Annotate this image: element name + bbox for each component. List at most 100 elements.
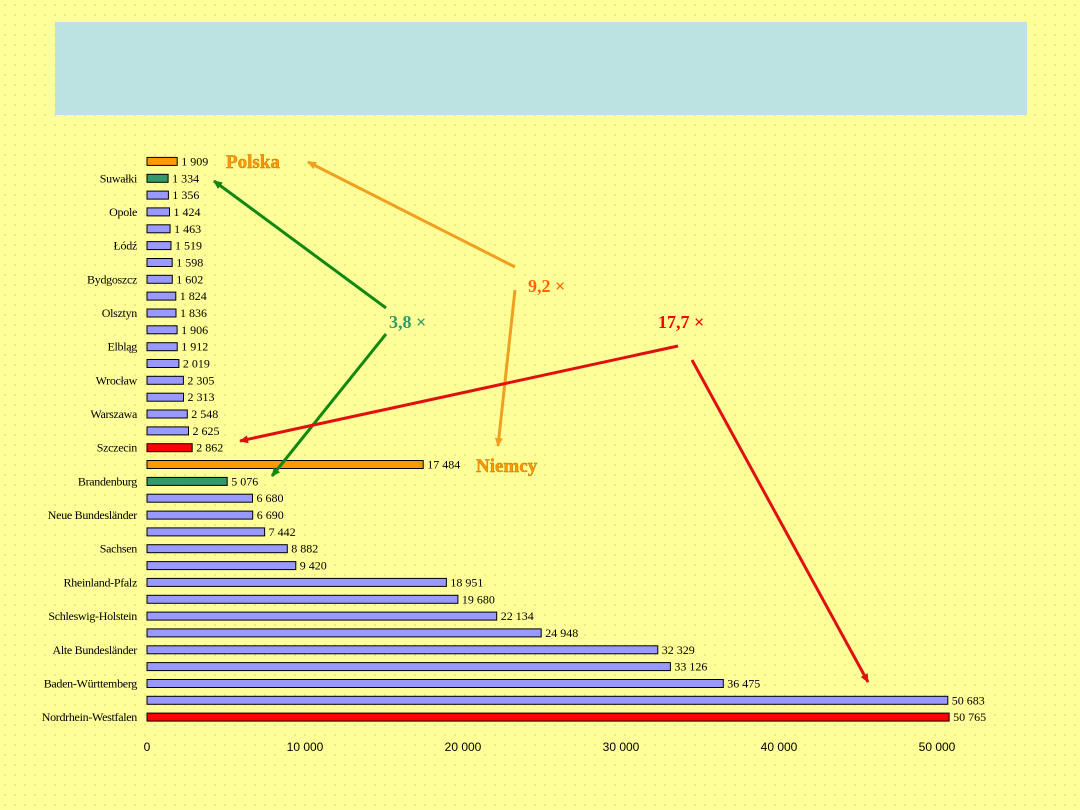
bar-value-label: 22 134 [501, 609, 534, 623]
category-label: Alte Bundesländer [52, 643, 137, 657]
bar [146, 712, 950, 722]
bar-value-label: 6 680 [257, 491, 284, 505]
annotation-ratio-green: 3,8 × [389, 312, 426, 332]
bar [146, 342, 178, 352]
category-label: Warszawa [90, 407, 138, 421]
bar [146, 510, 254, 520]
arrow-orange-polska [307, 160, 516, 269]
category-label: Opole [109, 205, 137, 219]
category-label: Nordrhein-Westfalen [42, 710, 138, 724]
bar-value-label: 1 356 [172, 188, 199, 202]
bar [146, 409, 188, 419]
bar [146, 325, 178, 335]
bar-value-label: 24 948 [545, 626, 578, 640]
category-label: Rheinland-Pfalz [64, 575, 137, 589]
bar-value-label: 1 424 [174, 205, 201, 219]
bar-value-label: 1 463 [174, 222, 201, 236]
bar-value-label: 33 126 [674, 660, 707, 674]
bar-value-label: 6 690 [257, 508, 284, 522]
bar-value-label: 1 836 [180, 306, 207, 320]
bar [146, 695, 949, 705]
bar-value-label: 1 909 [181, 154, 208, 168]
bar-value-label: 2 305 [187, 373, 214, 387]
bar [146, 392, 184, 402]
bar-value-label: 5 076 [231, 474, 258, 488]
bar [146, 611, 498, 621]
bar [146, 679, 724, 688]
bar-value-label: 1 598 [176, 256, 203, 270]
bar [146, 375, 184, 385]
annotation-ratio-red: 17,7 × [658, 312, 704, 332]
category-label: Sachsen [100, 542, 138, 556]
bar-value-label: 9 420 [300, 559, 327, 573]
bar-value-label: 2 548 [191, 407, 218, 421]
arrow-green-suwalki [213, 179, 387, 310]
annotation-polska: Polska [226, 152, 280, 173]
bar [146, 628, 542, 638]
bar-value-label: 50 683 [952, 693, 985, 707]
bar [146, 258, 173, 267]
bar [146, 577, 447, 587]
bar-value-label: 1 519 [175, 239, 202, 253]
bar-value-label: 1 334 [172, 171, 199, 185]
bar [146, 207, 170, 217]
bar [146, 190, 169, 200]
bar-value-label: 19 680 [462, 592, 495, 606]
category-label: Elbląg [107, 340, 137, 354]
category-label: Wrocław [96, 373, 138, 387]
bar [146, 527, 266, 537]
bar-value-label: 36 475 [727, 677, 760, 691]
category-label: Bydgoszcz [87, 272, 137, 286]
bar-value-label: 1 912 [181, 340, 208, 354]
arrow-green-brandenburg [270, 333, 388, 477]
category-label: Suwałki [100, 171, 138, 185]
category-label: Schleswig-Holstein [48, 609, 137, 623]
bar [146, 426, 189, 436]
bar-value-label: 7 442 [269, 525, 296, 539]
arrow-red-nrw [690, 359, 870, 683]
bar-value-label: 2 313 [188, 390, 215, 404]
arrow-red-szczecin [239, 344, 679, 444]
bar [146, 594, 459, 604]
bar [146, 308, 177, 318]
bar [146, 156, 178, 166]
category-label: Neue Bundesländer [48, 508, 138, 522]
bar [146, 443, 193, 453]
x-tick-label: 40 000 [761, 740, 798, 754]
category-label: Olsztyn [102, 306, 138, 320]
bar-value-label: 18 951 [450, 575, 483, 589]
category-label: Łódź [114, 239, 137, 253]
bar-value-label: 2 019 [183, 357, 210, 371]
bar-value-label: 50 765 [953, 710, 986, 724]
category-label: Baden-Württemberg [44, 677, 138, 691]
bar-value-label: 1 602 [176, 272, 203, 286]
x-tick-label: 30 000 [603, 740, 640, 754]
x-tick-label: 10 000 [287, 740, 324, 754]
bar-value-label: 17 484 [427, 458, 460, 472]
bar [146, 493, 253, 503]
bar [146, 241, 172, 251]
bar-value-label: 2 862 [196, 441, 223, 455]
bar [146, 359, 180, 368]
bar-value-label: 2 625 [193, 424, 220, 438]
bar [146, 544, 288, 554]
bar [146, 173, 169, 183]
annotation-niemcy: Niemcy [476, 456, 538, 477]
arrow-orange-niemcy [494, 289, 517, 447]
bar [146, 645, 659, 655]
bar [146, 561, 297, 571]
x-tick-label: 50 000 [919, 740, 956, 754]
x-tick-label: 20 000 [445, 740, 482, 754]
bar-value-label: 1 906 [181, 323, 208, 337]
bar [146, 274, 173, 284]
category-label: Brandenburg [78, 474, 137, 488]
title-banner [55, 22, 1027, 115]
x-tick-label: 0 [144, 740, 151, 754]
bar [146, 224, 171, 234]
bar-value-label: 8 882 [291, 542, 318, 556]
bar [146, 662, 671, 672]
annotation-ratio-orange: 9,2 × [528, 276, 565, 296]
bar [146, 291, 177, 301]
bar-value-label: 1 824 [180, 289, 207, 303]
